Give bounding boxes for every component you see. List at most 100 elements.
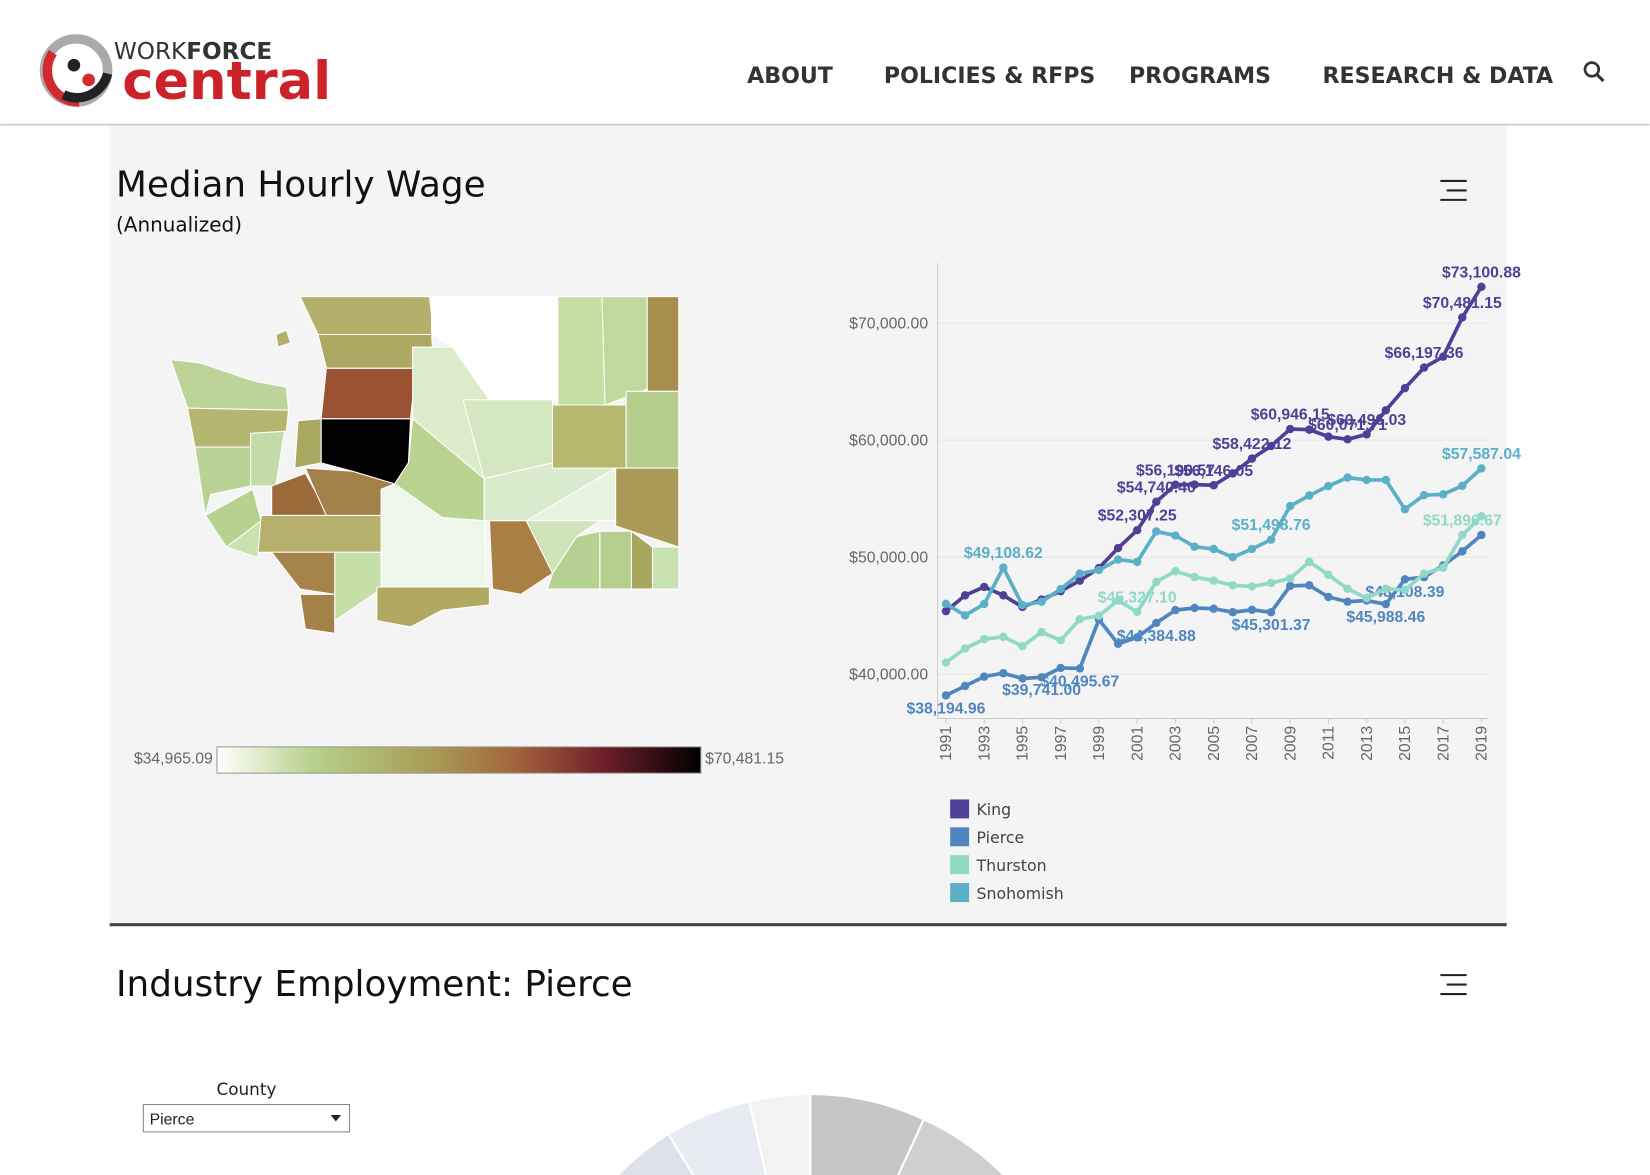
data-point (1132, 607, 1142, 617)
data-point (1094, 565, 1104, 575)
data-point (1305, 491, 1314, 500)
data-point (1324, 570, 1333, 579)
data-point (941, 599, 951, 609)
x-tick-label: 2007 (1244, 726, 1261, 761)
line-chart: $40,000.00 $50,000.00 $60,000.00 $70,000.00… (849, 262, 1521, 903)
data-point (960, 611, 970, 620)
data-point (960, 681, 970, 691)
legend-min-label: $34,965.09 (134, 751, 213, 768)
x-tick-label: 1995 (1015, 726, 1032, 761)
legend-swatch (950, 799, 970, 819)
data-point (1075, 664, 1085, 673)
county[interactable] (257, 514, 393, 553)
x-tick-label: 1997 (1053, 726, 1070, 761)
data-point (1075, 569, 1085, 578)
county[interactable] (376, 586, 490, 628)
legend-swatch (950, 855, 970, 875)
data-point (1266, 441, 1276, 451)
data-point (1228, 469, 1238, 478)
county[interactable] (651, 546, 680, 590)
nav-link[interactable]: PROGRAMS (1129, 63, 1271, 89)
menu-icon[interactable] (1440, 179, 1467, 201)
y-tick-label: $60,000.00 (849, 432, 928, 449)
menu-icon[interactable] (1440, 974, 1467, 996)
data-label: $60,946.15 (1251, 407, 1330, 424)
y-tick-label: $50,000.00 (849, 549, 928, 566)
county[interactable] (299, 296, 435, 336)
data-point (979, 634, 989, 644)
nav-link[interactable]: ABOUT (747, 63, 833, 89)
county[interactable] (299, 593, 336, 634)
county[interactable] (557, 296, 606, 406)
data-label: $57,587.04 (1442, 446, 1521, 463)
pie-slice[interactable] (810, 1117, 1052, 1175)
county[interactable] (488, 520, 554, 595)
data-point (1266, 578, 1276, 588)
data-point (1152, 618, 1161, 628)
pie-slice[interactable] (809, 1092, 926, 1175)
data-point (1381, 475, 1391, 485)
data-label: $66,197.36 (1385, 345, 1464, 362)
search-icon[interactable] (1583, 61, 1605, 83)
data-label: $49,108.62 (964, 545, 1043, 562)
county[interactable] (320, 367, 417, 420)
data-point (979, 582, 989, 592)
data-point (960, 644, 970, 653)
data-label: $56,190.57 (1136, 462, 1215, 479)
data-point (1266, 535, 1276, 544)
data-point (1209, 481, 1218, 490)
data-point (1113, 639, 1123, 649)
x-tick-label: 2001 (1129, 726, 1146, 761)
data-point (1285, 501, 1295, 511)
data-point (1152, 577, 1161, 587)
data-point (1458, 530, 1467, 540)
data-point (1362, 475, 1371, 485)
data-point (1113, 596, 1123, 605)
data-point (1477, 530, 1486, 540)
data-point (1056, 636, 1065, 645)
county-select[interactable]: Pierce (142, 1103, 351, 1133)
data-point (1209, 544, 1218, 554)
data-point (1018, 674, 1027, 683)
county[interactable] (625, 390, 680, 469)
x-tick-label: 1991 (938, 726, 955, 761)
nav-link[interactable]: RESEARCH & DATA (1323, 63, 1554, 89)
x-tick-label: 2017 (1435, 726, 1452, 761)
data-point (1362, 430, 1371, 439)
county[interactable] (599, 530, 632, 590)
data-point (1132, 525, 1142, 535)
data-point (1324, 432, 1333, 441)
county[interactable] (294, 418, 322, 469)
legend-label: Pierce (976, 828, 1024, 847)
data-point (1132, 557, 1142, 567)
nav-link[interactable]: POLICIES & RFPS (884, 63, 1095, 89)
x-tick-label: 1993 (976, 726, 993, 761)
data-label: $70,481.15 (1423, 295, 1502, 312)
county[interactable] (601, 296, 648, 406)
data-point (999, 591, 1008, 600)
logo[interactable]: WORKFORCE central (39, 34, 331, 112)
data-point (1037, 627, 1046, 637)
data-point (1171, 531, 1180, 540)
pie-slice[interactable] (589, 1132, 810, 1175)
data-point (1171, 480, 1180, 489)
county[interactable] (194, 446, 252, 516)
data-label: $60,071.71 (1308, 417, 1387, 434)
data-point (1400, 575, 1410, 584)
county[interactable] (646, 296, 680, 392)
legend-swatch (950, 827, 970, 847)
data-point (960, 591, 970, 600)
select-box (142, 1103, 351, 1133)
legend-label: King (976, 800, 1011, 819)
data-point (1438, 352, 1448, 361)
data-point (1228, 608, 1238, 617)
panel-title: Industry Employment: Pierce (116, 964, 633, 1005)
county[interactable] (552, 404, 627, 469)
data-label: $39,741.00 (1002, 682, 1081, 699)
panel-title: Median Hourly Wage (116, 165, 486, 206)
data-point (1458, 547, 1467, 556)
data-point (1190, 542, 1199, 551)
data-point (1247, 454, 1257, 463)
county[interactable] (275, 329, 292, 348)
logo-arc (61, 72, 113, 103)
